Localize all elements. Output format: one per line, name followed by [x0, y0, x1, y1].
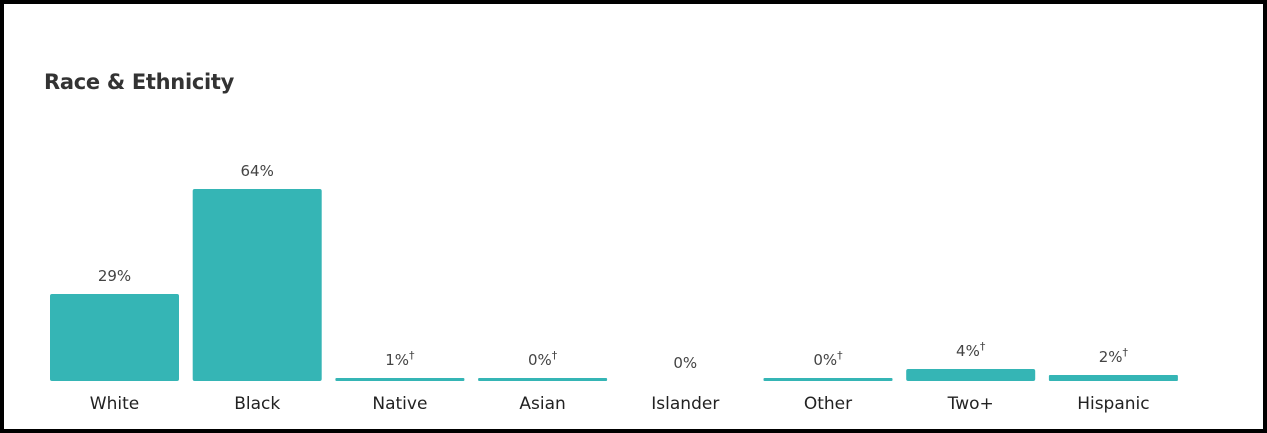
value-label: 64%	[241, 162, 274, 180]
category-labels-group: White Black Native Asian Islander Other Two+ Hi…	[90, 394, 1150, 414]
value-label: 2%†	[1099, 346, 1129, 366]
category-label: White	[90, 394, 139, 414]
category-label: Islander	[651, 394, 719, 414]
bar-native	[335, 378, 465, 381]
category-label: Two+	[947, 394, 994, 414]
category-label: Black	[234, 394, 280, 414]
bar-hispanic	[1048, 375, 1178, 381]
category-label: Other	[804, 394, 852, 414]
value-label: 0%†	[528, 349, 558, 369]
value-labels-group: 29% 64% 1%† 0%† 0% 0%† 4%† 2%†	[98, 162, 1129, 372]
value-label: 4%†	[956, 340, 986, 360]
value-label: 0%	[673, 354, 697, 372]
category-label: Native	[372, 394, 427, 414]
bar-asian	[478, 378, 608, 381]
value-label: 1%†	[385, 349, 415, 369]
bar-black	[192, 189, 322, 381]
chart-title: Race & Ethnicity	[44, 70, 235, 94]
category-label: Asian	[519, 394, 565, 414]
value-label: 0%†	[813, 349, 843, 369]
value-label: 29%	[98, 267, 131, 285]
category-label: Hispanic	[1077, 394, 1149, 414]
bar-other	[763, 378, 893, 381]
bar-two	[906, 369, 1036, 381]
bars-group	[50, 189, 1178, 381]
bar-white	[50, 294, 179, 381]
